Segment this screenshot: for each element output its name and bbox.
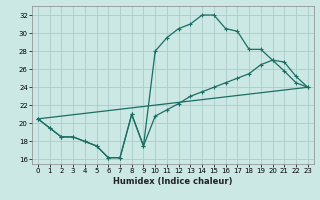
X-axis label: Humidex (Indice chaleur): Humidex (Indice chaleur) <box>113 177 233 186</box>
